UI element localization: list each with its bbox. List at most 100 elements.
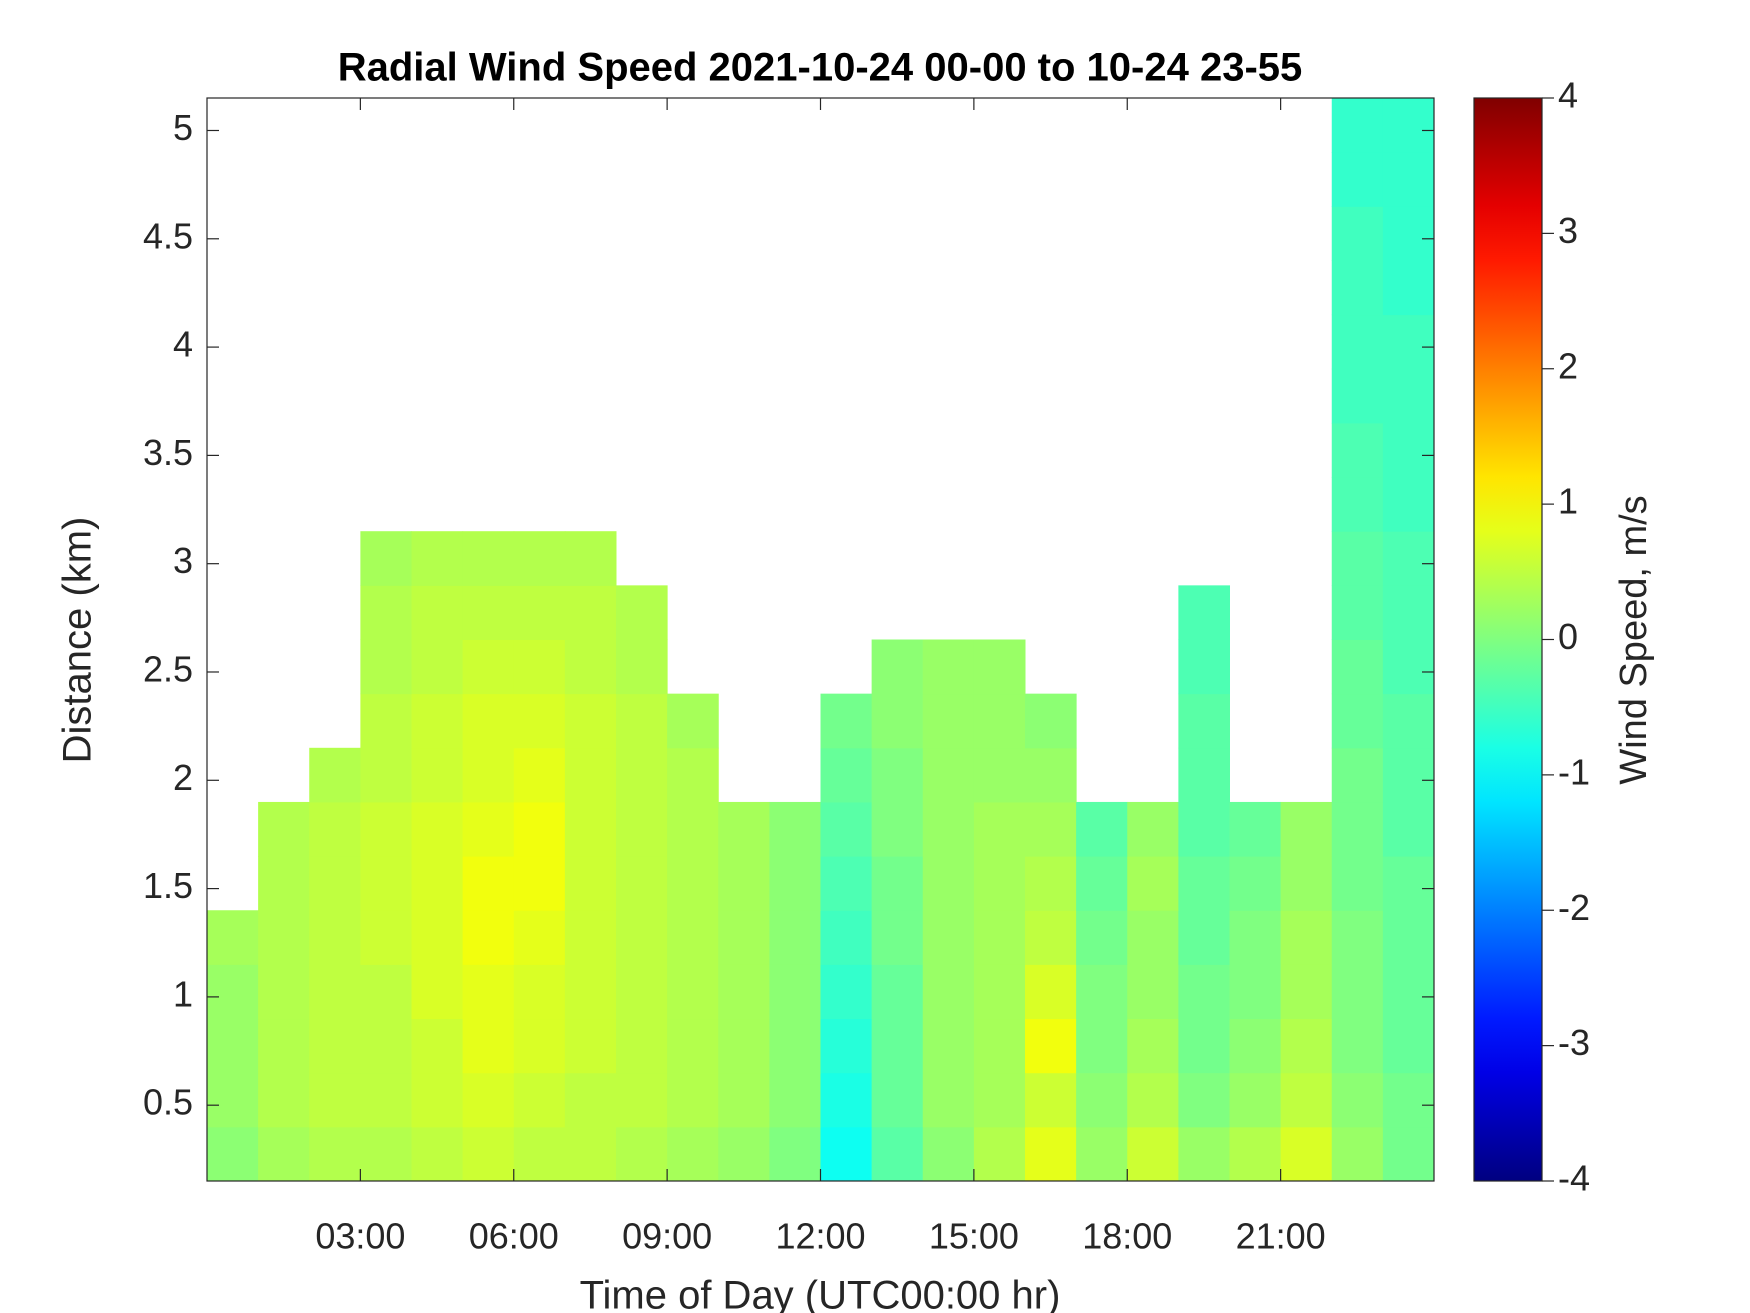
heatmap-cell: [871, 747, 924, 803]
heatmap-cell: [1382, 531, 1435, 586]
heatmap-cell: [1178, 856, 1230, 911]
colorbar-tick-label: 1: [1558, 481, 1578, 522]
heatmap-cell: [667, 964, 719, 1020]
heatmap-cell: [1331, 801, 1384, 857]
heatmap-cell: [973, 910, 1026, 965]
heatmap-cell: [1382, 747, 1435, 803]
heatmap-cell: [309, 856, 361, 911]
heatmap-cell: [207, 1018, 259, 1074]
heatmap-cell: [360, 964, 412, 1020]
heatmap-cell: [1229, 1126, 1282, 1182]
heatmap-cell: [1127, 801, 1179, 857]
heatmap-cell: [1382, 639, 1435, 695]
heatmap-cell: [1025, 747, 1077, 803]
heatmap-cell: [1178, 801, 1230, 857]
heatmap-cell: [871, 693, 924, 749]
heatmap-cell: [871, 1018, 924, 1074]
heatmap-cell: [1178, 1018, 1230, 1074]
heatmap-cell: [1382, 856, 1435, 911]
heatmap-cell: [922, 1072, 975, 1128]
colorbar-tick-label: -2: [1558, 887, 1590, 928]
heatmap-cell: [871, 639, 924, 695]
heatmap-cell: [1280, 801, 1333, 857]
heatmap-cell: [1127, 856, 1179, 911]
heatmap-cell: [871, 801, 924, 857]
heatmap-cell: [922, 910, 975, 965]
heatmap-cell: [1229, 856, 1282, 911]
heatmap-cell: [973, 747, 1026, 803]
heatmap-cell: [258, 910, 310, 965]
heatmap-cell: [1331, 639, 1384, 695]
heatmap-cell: [1382, 314, 1435, 370]
heatmap-cell: [820, 1072, 873, 1128]
heatmap-cell: [820, 856, 873, 911]
heatmap-cell: [1331, 98, 1384, 153]
heatmap-cell: [1382, 152, 1435, 207]
heatmap-cell: [973, 801, 1026, 857]
heatmap-cell: [564, 801, 617, 857]
heatmap-cell: [1382, 1126, 1435, 1182]
heatmap-cell: [207, 964, 259, 1020]
x-tick-label: 03:00: [315, 1216, 405, 1257]
heatmap-cell: [462, 964, 515, 1020]
heatmap-cell: [258, 1072, 310, 1128]
heatmap-cell: [564, 1072, 617, 1128]
heatmap-cell: [1331, 1018, 1384, 1074]
heatmap-cell: [411, 801, 464, 857]
heatmap-cell: [1382, 910, 1435, 965]
heatmap-cell: [820, 1018, 873, 1074]
x-tick-label: 15:00: [929, 1216, 1019, 1257]
x-axis-label: Time of Day (UTC00:00 hr): [580, 1274, 1061, 1313]
y-tick-label: 4.5: [143, 215, 193, 256]
heatmap-cell: [1178, 585, 1230, 640]
heatmap-cell: [309, 1072, 361, 1128]
heatmap-cell: [309, 1126, 361, 1182]
heatmap-cell: [922, 964, 975, 1020]
heatmap-cell: [973, 1072, 1026, 1128]
heatmap-cell: [513, 531, 566, 586]
heatmap-cell: [616, 910, 668, 965]
heatmap-cell: [309, 747, 361, 803]
colorbar-tick-label: -4: [1558, 1158, 1590, 1199]
heatmap-cell: [616, 1018, 668, 1074]
heatmap-cell: [769, 1126, 821, 1182]
heatmap-cell: [360, 531, 412, 586]
heatmap-cell: [411, 531, 464, 586]
heatmap-cell: [1331, 206, 1384, 261]
heatmap-cell: [1382, 801, 1435, 857]
y-tick-label: 3: [173, 540, 193, 581]
heatmap-cell: [309, 1018, 361, 1074]
heatmap-cell: [1331, 1126, 1384, 1182]
heatmap-cell: [1025, 1018, 1077, 1074]
heatmap-cell: [513, 693, 566, 749]
heatmap-cell: [1382, 585, 1435, 640]
x-tick-label: 21:00: [1236, 1216, 1326, 1257]
heatmap-cell: [1178, 1126, 1230, 1182]
heatmap-cell: [871, 910, 924, 965]
heatmap-cell: [667, 801, 719, 857]
heatmap-cell: [513, 856, 566, 911]
heatmap-cell: [718, 1018, 770, 1074]
heatmap-cell: [1331, 152, 1384, 207]
colorbar-tick-label: 0: [1558, 616, 1578, 657]
y-tick-label: 1: [173, 973, 193, 1014]
heatmap-cell: [1178, 639, 1230, 695]
heatmap-cell: [1025, 801, 1077, 857]
heatmap-cell: [973, 1018, 1026, 1074]
heatmap-cell: [207, 1126, 259, 1182]
heatmap-cell: [718, 801, 770, 857]
y-tick-label: 3.5: [143, 432, 193, 473]
heatmap-cell: [1382, 260, 1435, 316]
heatmap-cell: [411, 910, 464, 965]
heatmap-cell: [462, 747, 515, 803]
heatmap-cell: [360, 639, 412, 695]
heatmap-cell: [769, 910, 821, 965]
heatmap-cell: [1382, 964, 1435, 1020]
heatmap-cell: [462, 1072, 515, 1128]
heatmap-cell: [922, 1018, 975, 1074]
heatmap-cell: [462, 693, 515, 749]
heatmap-cell: [1382, 368, 1435, 424]
x-tick-label: 06:00: [469, 1216, 559, 1257]
heatmap-cell: [667, 1072, 719, 1128]
